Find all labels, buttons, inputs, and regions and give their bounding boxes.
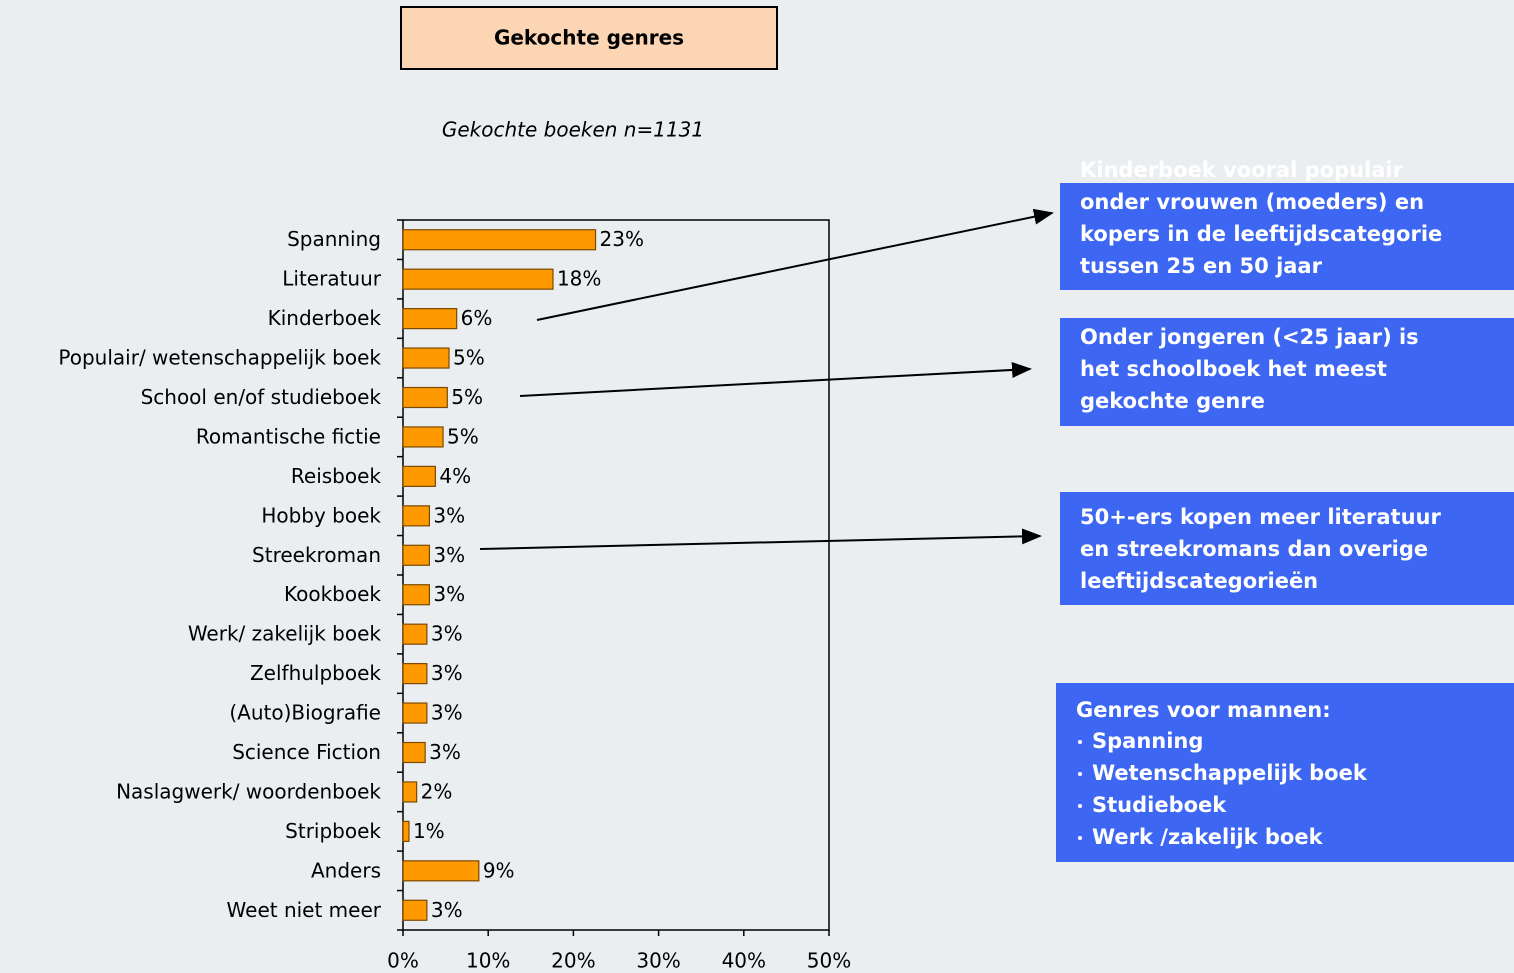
bar [402,229,597,251]
callout-text: het schoolboek het meest [1080,357,1387,381]
bar [402,268,554,290]
bar [402,663,428,685]
chart-title: Gekochte genres [494,26,684,50]
callout-text: Kinderboek vooral populair [1080,158,1404,182]
value-label: 5% [451,385,483,409]
value-label: 5% [447,424,479,448]
x-tick-label: 40% [722,949,766,973]
value-label: 9% [483,858,515,882]
callout-box [1060,183,1514,290]
bar [402,781,418,803]
bullet [1078,836,1082,840]
value-label: 3% [433,582,465,606]
value-label: 2% [421,779,453,803]
callout-text: leeftijdscategorieën [1080,569,1318,593]
y-tick-label: Reisboek [291,464,382,488]
y-tick-label: Spanning [287,227,381,251]
callout-text: en streekromans dan overige [1080,537,1428,561]
value-label: 18% [557,267,601,291]
y-tick-label: (Auto)Biografie [229,701,381,725]
y-tick-label: Kookboek [284,582,381,606]
callout-item: Wetenschappelijk boek [1092,761,1368,785]
callout-item: Studieboek [1092,793,1227,817]
callout-text: 50+-ers kopen meer literatuur [1080,505,1441,529]
arrow [536,208,1054,321]
arrow [479,528,1042,550]
bar [402,741,426,764]
bar [402,347,450,369]
y-tick-label: Romantische fictie [196,424,381,448]
x-tick-label: 20% [551,949,595,973]
bar [402,544,431,566]
callout-box [1056,683,1514,862]
callout-text: kopers in de leeftijdscategorie [1080,222,1442,246]
y-tick-label: Streekroman [252,543,381,567]
callout-text: tussen 25 en 50 jaar [1080,254,1323,278]
value-label: 6% [461,306,493,330]
y-tick-label: Weet niet meer [227,898,382,922]
callout-text: Onder jongeren (<25 jaar) is [1080,325,1419,349]
y-tick-label: Science Fiction [232,740,381,764]
bullet [1078,804,1082,808]
y-tick-label: Naslagwerk/ woordenboek [116,779,381,803]
value-label: 1% [413,819,445,843]
bullet [1078,740,1082,744]
y-tick-label: Anders [311,858,381,882]
callout-box [1060,492,1514,605]
value-label: 4% [439,464,471,488]
value-label: 3% [429,740,461,764]
callout-text: gekochte genre [1080,389,1265,413]
bar [402,899,428,921]
bullet [1078,772,1082,776]
x-tick-label: 10% [466,949,510,973]
value-label: 5% [453,346,485,370]
y-tick-label: Werk/ zakelijk boek [188,622,382,646]
y-tick-label: Populair/ wetenschappelijk boek [58,346,381,370]
value-label: 3% [431,898,463,922]
bar [402,505,431,527]
value-label: 3% [431,661,463,685]
bar [402,623,428,645]
bar [402,860,480,882]
arrow [519,361,1032,397]
y-tick-label: Literatuur [282,267,382,291]
x-tick-label: 50% [807,949,851,973]
bar [402,386,448,409]
bar [402,426,444,448]
callout-item: Werk /zakelijk boek [1092,825,1324,849]
callout-heading: Genres voor mannen: [1076,698,1331,722]
callout-item: Spanning [1092,729,1203,753]
value-label: 3% [431,701,463,725]
title-box [400,6,778,70]
chart-subtitle: Gekochte boeken n=1131 [442,118,704,142]
value-label: 3% [433,543,465,567]
y-tick-label: Stripboek [285,819,381,843]
bar [402,308,458,330]
bar [402,702,428,724]
x-tick-label: 30% [636,949,680,973]
bar [402,584,431,606]
x-tick-label: 0% [387,949,419,973]
callout-text: onder vrouwen (moeders) en [1080,190,1424,214]
callout-box [1060,318,1514,426]
value-label: 3% [433,503,465,527]
y-tick-label: Kinderboek [268,306,382,330]
bar [402,465,436,487]
value-label: 23% [600,227,644,251]
bar [402,820,410,842]
y-tick-label: Zelfhulpboek [250,661,381,685]
y-tick-label: School en/of studieboek [141,385,382,409]
y-tick-label: Hobby boek [261,503,381,527]
value-label: 3% [431,622,463,646]
